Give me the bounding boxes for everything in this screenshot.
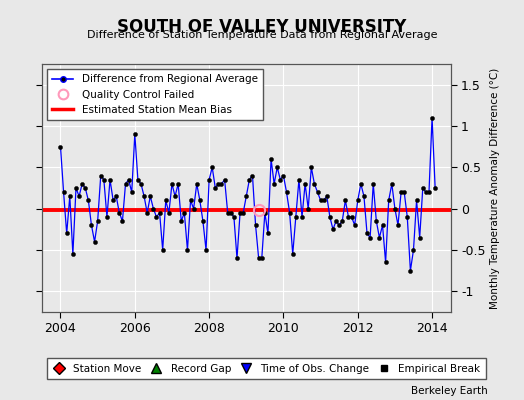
Difference from Regional Average xyxy=(404,214,410,219)
Difference from Regional Average xyxy=(144,210,150,215)
Difference from Regional Average xyxy=(178,219,184,224)
Difference from Regional Average xyxy=(423,190,429,194)
Difference from Regional Average xyxy=(296,177,302,182)
Text: SOUTH OF VALLEY UNIVERSITY: SOUTH OF VALLEY UNIVERSITY xyxy=(117,18,407,36)
Text: Berkeley Earth: Berkeley Earth xyxy=(411,386,487,396)
Difference from Regional Average xyxy=(429,115,435,120)
Line: Difference from Regional Average: Difference from Regional Average xyxy=(58,116,437,273)
Difference from Regional Average xyxy=(407,268,413,273)
Y-axis label: Monthly Temperature Anomaly Difference (°C): Monthly Temperature Anomaly Difference (… xyxy=(490,67,500,309)
Difference from Regional Average xyxy=(432,186,438,190)
Difference from Regional Average xyxy=(57,144,63,149)
Difference from Regional Average xyxy=(261,210,268,215)
Legend: Station Move, Record Gap, Time of Obs. Change, Empirical Break: Station Move, Record Gap, Time of Obs. C… xyxy=(47,358,486,379)
Text: Difference of Station Temperature Data from Regional Average: Difference of Station Temperature Data f… xyxy=(87,30,437,40)
